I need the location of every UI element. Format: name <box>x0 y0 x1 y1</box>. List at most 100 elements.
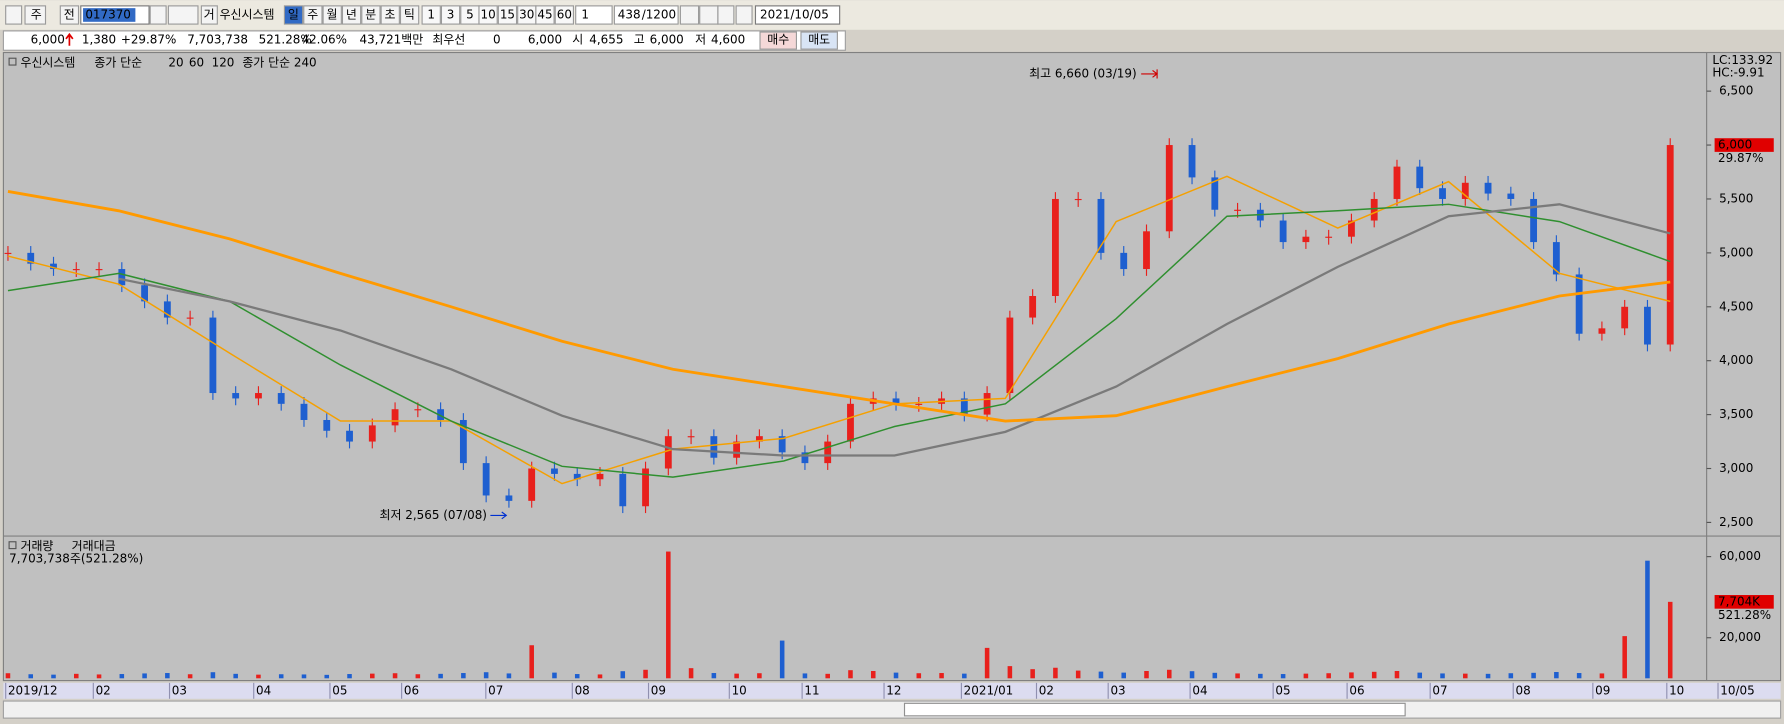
candle <box>1552 242 1560 275</box>
scroll-thumb[interactable] <box>903 702 1406 717</box>
candle <box>892 398 900 404</box>
candle <box>1439 188 1446 199</box>
volume-bar <box>757 673 762 679</box>
candle <box>232 393 240 399</box>
y-tick-label: 2,500 <box>1719 515 1753 529</box>
volume-bar <box>1645 560 1650 679</box>
button[interactable] <box>149 5 167 25</box>
candle <box>1165 145 1173 232</box>
candle <box>528 468 536 501</box>
candle <box>1234 209 1241 211</box>
button[interactable] <box>322 5 342 25</box>
volume-bar <box>1053 667 1058 679</box>
scrollbar[interactable] <box>2 700 1782 719</box>
volume-bar <box>1098 671 1104 679</box>
multiplier: 1 <box>581 7 589 21</box>
volume-bar <box>210 672 216 679</box>
volume-bar <box>825 673 830 679</box>
code-highlight <box>83 8 136 22</box>
button[interactable] <box>5 5 23 25</box>
button[interactable] <box>735 5 753 25</box>
button[interactable] <box>24 5 47 25</box>
info-change: 1,380 <box>82 33 116 47</box>
volume-bar <box>688 668 694 679</box>
volume-bar <box>1280 674 1286 679</box>
button[interactable] <box>800 31 838 50</box>
stock-name: 우신시스템 <box>220 7 275 21</box>
volume-bar <box>1349 672 1354 679</box>
volume-bar <box>1075 670 1081 679</box>
volume-bar <box>552 672 557 679</box>
button[interactable] <box>380 5 400 25</box>
x-tick-label: 09 <box>651 683 666 697</box>
button[interactable] <box>361 5 381 25</box>
x-axis-band <box>3 682 1781 699</box>
candle <box>983 393 991 415</box>
legend-ma-period: 종가 단순 240 <box>242 55 316 69</box>
scope: 전 <box>64 7 75 21</box>
volume-bar <box>28 674 34 679</box>
volume-bar <box>529 645 534 679</box>
candle <box>1188 145 1196 178</box>
x-tick-label: 08 <box>1515 683 1530 697</box>
volume-bar <box>187 674 193 679</box>
button[interactable] <box>59 5 80 25</box>
button[interactable] <box>303 5 323 25</box>
button[interactable] <box>399 5 420 25</box>
candle <box>209 317 217 394</box>
x-tick-label: 03 <box>1110 683 1125 697</box>
x-tick-label: 06 <box>404 683 419 697</box>
volume-bar <box>1599 673 1605 679</box>
volume-bar <box>370 673 375 679</box>
x-tick-label: 10 <box>732 683 747 697</box>
group: 거 <box>204 7 215 21</box>
volume-bar <box>483 672 489 679</box>
x-tick-label: 07 <box>488 683 503 697</box>
volume-bar <box>1463 673 1468 679</box>
volume-bar <box>1166 669 1172 679</box>
info-low: 4,600 <box>711 33 745 47</box>
moving-average <box>118 203 1671 457</box>
button[interactable] <box>717 5 735 25</box>
volume-bar <box>597 674 603 679</box>
date-input[interactable] <box>754 5 841 25</box>
volume-bar <box>984 647 990 679</box>
button[interactable] <box>167 5 199 25</box>
volume-bar <box>1235 673 1240 679</box>
candle <box>277 393 285 404</box>
volume-bar <box>1371 671 1377 679</box>
candle <box>163 301 171 318</box>
button[interactable] <box>699 5 719 25</box>
button[interactable] <box>341 5 362 25</box>
hc-indicator: HC:-9.91 <box>1712 66 1764 80</box>
button[interactable] <box>440 5 461 25</box>
y-tick-label: 3,500 <box>1719 407 1753 421</box>
y-tick-label: 4,500 <box>1719 299 1753 313</box>
volume-bar <box>779 640 785 679</box>
volume-bar <box>1326 673 1331 679</box>
button[interactable] <box>575 5 613 25</box>
button[interactable] <box>679 5 700 25</box>
button[interactable] <box>200 5 218 25</box>
button[interactable] <box>759 31 797 50</box>
info-bar <box>2 30 846 51</box>
button[interactable] <box>478 5 498 25</box>
volume-bar <box>233 673 238 679</box>
button[interactable] <box>283 5 304 25</box>
candle <box>1325 236 1333 238</box>
y-tick-label: 4,000 <box>1719 353 1753 367</box>
volume-bar <box>1531 672 1536 679</box>
button[interactable] <box>421 5 441 25</box>
volume-bar <box>1440 673 1445 679</box>
candle <box>1507 193 1515 199</box>
info-best-label: 최우선 <box>432 33 465 47</box>
button[interactable] <box>535 5 555 25</box>
info-high: 6,000 <box>650 33 684 47</box>
button[interactable] <box>613 5 679 25</box>
volume-bar <box>1030 669 1035 679</box>
volume-bar <box>165 673 170 679</box>
button[interactable] <box>497 5 518 25</box>
button[interactable] <box>554 5 574 25</box>
info-change-pct: +29.87% <box>121 33 177 47</box>
candle <box>1097 198 1105 253</box>
